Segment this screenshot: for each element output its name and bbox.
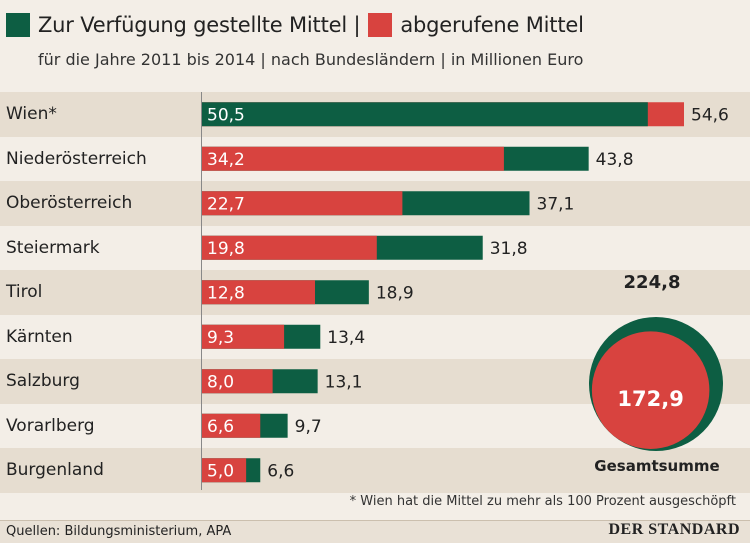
total-available-label: 224,8 — [623, 272, 681, 293]
bar-used — [202, 324, 285, 349]
bar-value-label-outside: 54,6 — [691, 105, 729, 125]
brand-logo: DER STANDARD — [608, 521, 740, 538]
bar-value-label-inside: 12,8 — [207, 283, 245, 303]
sources: Quellen: Bildungsministerium, APA — [6, 524, 232, 539]
bar-value-label-inside: 8,0 — [207, 372, 234, 392]
category-label: Oberösterreich — [6, 193, 133, 214]
bar-used — [202, 369, 273, 394]
total-used-circle — [591, 331, 710, 449]
category-label: Vorarlberg — [6, 415, 95, 436]
footnote: * Wien hat die Mittel zu mehr als 100 Pr… — [349, 494, 736, 509]
legend-label-available: Zur Verfügung gestellte Mittel | — [38, 13, 361, 37]
total-caption: Gesamtsumme — [594, 457, 720, 475]
bar-value-label-inside: 22,7 — [207, 194, 245, 214]
bar-value-label-outside: 37,1 — [537, 194, 575, 214]
row-band — [0, 270, 750, 315]
bar-value-label-inside: 9,3 — [207, 328, 234, 348]
bar-value-label-outside: 31,8 — [490, 239, 528, 259]
row-band — [0, 448, 750, 493]
bar-used — [202, 191, 403, 216]
bar-value-label-inside: 5,0 — [207, 461, 234, 481]
footer-bar — [0, 520, 750, 543]
total-used-label: 172,9 — [617, 387, 683, 411]
legend: Zur Verfügung gestellte Mittel | abgeruf… — [6, 10, 584, 40]
bar-value-label-outside: 6,6 — [267, 461, 294, 481]
bar-used — [202, 458, 247, 483]
legend-swatch-available — [6, 13, 30, 37]
bar-value-label-inside: 50,5 — [207, 105, 245, 125]
category-axis-line — [201, 92, 202, 490]
bar-value-label-outside: 13,4 — [327, 328, 365, 348]
legend-label-used: abgerufene Mittel — [400, 13, 584, 37]
bar-used — [202, 280, 315, 305]
bar-value-label-inside: 6,6 — [207, 417, 234, 437]
bar-value-label-inside: 34,2 — [207, 150, 245, 170]
category-label: Kärnten — [6, 326, 73, 347]
bar-value-label-outside: 9,7 — [295, 417, 322, 437]
bar-used — [202, 235, 377, 260]
bar-value-label-outside: 43,8 — [596, 150, 634, 170]
category-label: Wien* — [6, 104, 57, 125]
bar-value-label-inside: 19,8 — [207, 239, 245, 259]
category-label: Tirol — [6, 282, 43, 303]
bar-used — [202, 146, 504, 171]
bar-available — [202, 102, 648, 127]
bar-value-label-outside: 18,9 — [376, 283, 414, 303]
bar-used — [202, 413, 261, 438]
category-label: Burgenland — [6, 460, 104, 481]
category-label: Steiermark — [6, 237, 100, 258]
chart-subtitle: für die Jahre 2011 bis 2014 | nach Bunde… — [38, 50, 584, 69]
legend-swatch-used — [368, 13, 393, 37]
category-label: Salzburg — [6, 371, 80, 392]
bar-value-label-outside: 13,1 — [325, 372, 363, 392]
category-label: Niederösterreich — [6, 148, 147, 169]
